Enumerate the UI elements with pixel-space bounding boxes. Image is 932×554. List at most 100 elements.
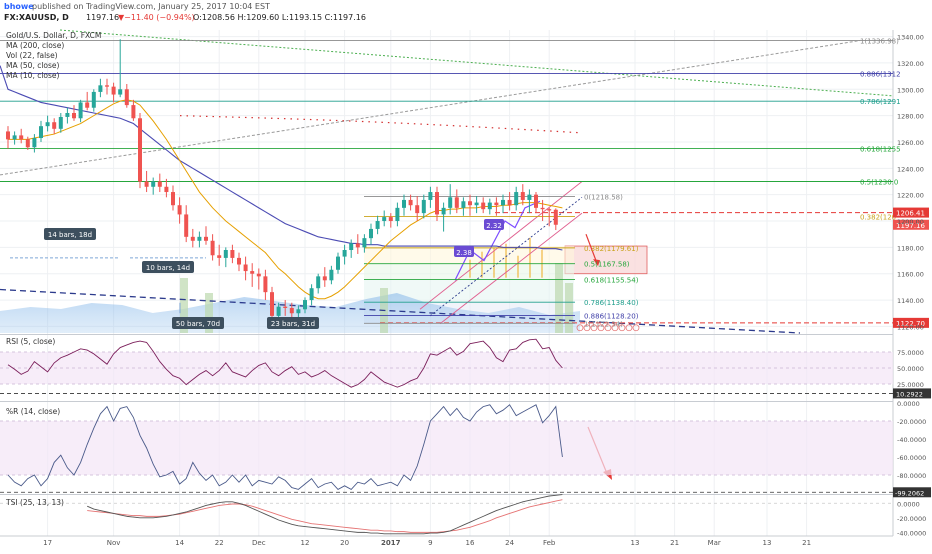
candle-body	[408, 199, 413, 206]
candle-body	[124, 89, 129, 106]
candle-body	[395, 207, 400, 222]
wave-a-label: 2.32	[486, 222, 502, 230]
price-tag-text: 1206.41	[896, 210, 925, 218]
price-axis-label: 1240.00	[897, 165, 924, 173]
fib-band-618	[364, 279, 574, 303]
price-axis-label: 1320.00	[897, 60, 924, 68]
rsi-axis-label: 25.0000	[897, 381, 924, 389]
fib-label: 0.618(1155.54)	[584, 277, 639, 285]
price-axis-label: 1300.00	[897, 86, 924, 94]
price-axis-label: 1340.00	[897, 34, 924, 42]
bars-50-label: 50 bars, 70d	[176, 320, 220, 328]
price-axis-label: 1220.00	[897, 192, 924, 200]
time-axis-label: 21	[670, 539, 679, 547]
green-trendline	[59, 29, 894, 97]
channel-lower	[439, 212, 583, 325]
author-name[interactable]: bhowe	[4, 2, 34, 11]
fib-label: 0.5(1230.0	[860, 179, 898, 187]
candle-body	[111, 86, 116, 95]
wr-tag-text: -99.2062	[895, 489, 924, 497]
candle-body	[329, 269, 334, 281]
price-axis-label: 1160.00	[897, 271, 924, 279]
time-axis-label: Nov	[107, 539, 121, 547]
projection-marker	[611, 324, 619, 332]
candle-body	[256, 273, 261, 277]
target-zone	[565, 246, 647, 274]
trendline-layer	[0, 29, 894, 480]
last-price: 1197.16	[86, 13, 119, 22]
bars-14-label: 14 bars, 18d	[48, 231, 92, 239]
price-tag	[893, 207, 929, 218]
volume-bar	[205, 293, 213, 333]
bars-50-box	[172, 317, 224, 329]
candle-body	[507, 199, 512, 206]
candle-body	[12, 135, 17, 140]
price-tag	[893, 219, 929, 230]
fib-label: 0.382(1179.61)	[584, 245, 639, 253]
price-axis-label: 1120.00	[897, 323, 924, 331]
bars-23-label: 23 bars, 31d	[271, 320, 315, 328]
header: bhowe published on TradingView.com, Janu…	[4, 2, 366, 22]
legend-ma50: MA (50, close)	[6, 61, 60, 70]
time-axis-label: 22	[215, 539, 224, 547]
candle-body	[171, 192, 175, 206]
projection-marker	[576, 324, 584, 332]
fib-label: 1(1336.98)	[860, 38, 899, 46]
symbol-label: FX:XAUUSD, D	[4, 13, 69, 22]
candle-body	[263, 276, 268, 293]
candle-body	[540, 207, 545, 210]
time-axis-label: 2017	[381, 539, 401, 547]
tsi-line	[87, 494, 563, 535]
candle-body	[309, 288, 314, 301]
candle-body	[184, 214, 189, 237]
bar-count-labels: 14 bars, 18d 10 bars, 14d 50 bars, 70d 2…	[44, 219, 504, 329]
candle-body	[289, 307, 294, 314]
candle-body	[19, 135, 24, 140]
wr-axis-label: -60.0000	[897, 454, 926, 462]
candle-body	[375, 221, 380, 229]
candle-body	[138, 118, 142, 182]
legend-volume: Vol (22, false)	[6, 51, 58, 60]
volume-bar	[180, 278, 188, 333]
candle-body	[151, 181, 156, 187]
candle-body	[481, 202, 486, 210]
fib-label: 0.5(1167.58)	[584, 261, 630, 269]
candle-body	[514, 192, 519, 206]
price-tag-text: 1122.70	[896, 320, 925, 328]
grey-fib-anchor-line	[0, 40, 861, 176]
legend-ma10: MA (10, close)	[6, 71, 60, 80]
fib-label: 0.886(1128.20)	[584, 313, 639, 321]
candle-body	[157, 181, 162, 187]
wr-axis-label: -40.0000	[897, 436, 926, 444]
axes-layer: 1340.00 1320.00 1300.00 1280.00 1260.00 1240.…	[43, 34, 931, 547]
ohlc-readout: O:1208.56 H:1209.60 L:1193.15 C:1197.16	[193, 13, 366, 22]
rsi-tag-text: 10.2922	[896, 390, 923, 398]
legend-symbol: Gold/U.S. Dollar, D, FXCM	[6, 31, 101, 40]
wr-line	[7, 404, 563, 490]
rsi-title: RSI (5, close)	[6, 337, 55, 346]
bars-10-label: 10 bars, 14d	[146, 264, 190, 272]
candle-body	[547, 209, 552, 211]
candle-body	[118, 89, 123, 95]
candle-body	[45, 122, 50, 127]
candle-body	[362, 238, 367, 248]
projection-marker	[590, 324, 598, 332]
tsi-signal-line	[87, 499, 563, 533]
candle-body	[105, 85, 109, 87]
down-arrow-main-head	[593, 259, 600, 267]
projection-marker	[632, 324, 640, 332]
bars-10-box	[142, 261, 194, 273]
projection-marker	[618, 324, 626, 332]
price-axis-label: 1260.00	[897, 139, 924, 147]
candle-body	[421, 199, 426, 214]
candle-body	[204, 236, 208, 241]
projection-marker	[583, 324, 591, 332]
rsi-tag	[893, 388, 931, 399]
time-axis-label: 9	[428, 539, 432, 547]
candle-body	[494, 202, 499, 206]
time-axis-label: 14	[175, 539, 184, 547]
candle-body	[58, 116, 63, 129]
wr-tag	[893, 487, 931, 498]
